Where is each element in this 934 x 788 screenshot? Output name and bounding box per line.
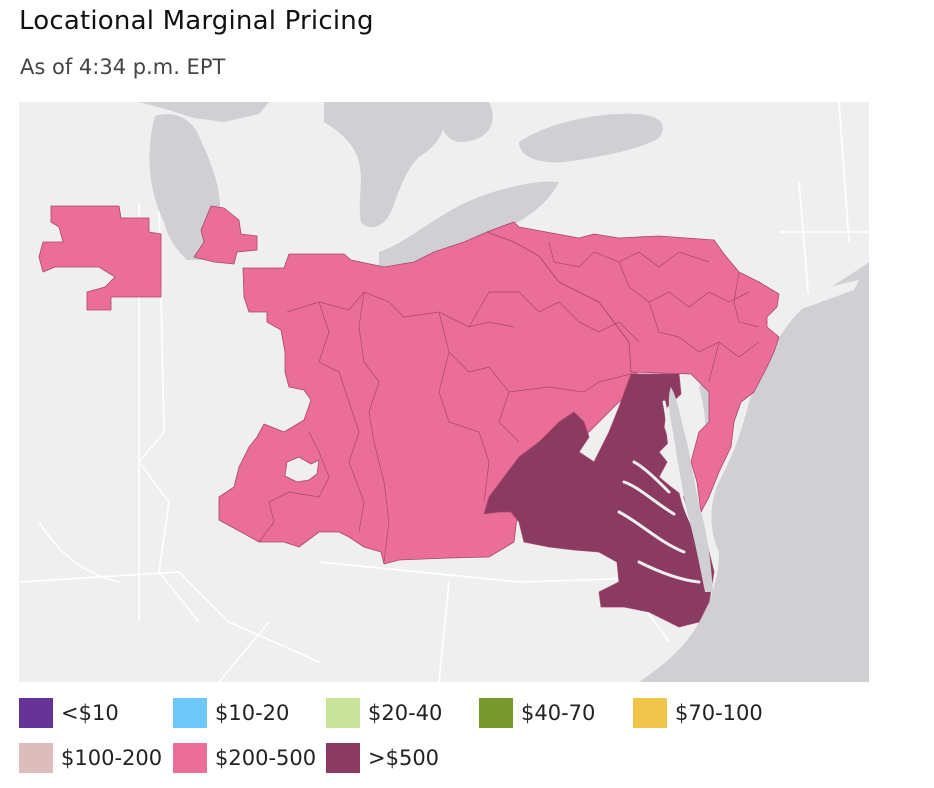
legend-swatch <box>173 743 207 773</box>
atlantic-ocean <box>639 262 869 682</box>
legend-label: $200-500 <box>215 746 317 770</box>
legend-label: $100-200 <box>61 746 163 770</box>
region-virginia-maryland[interactable] <box>483 373 715 628</box>
long-island <box>789 280 859 312</box>
region-northern-indiana[interactable] <box>193 205 258 265</box>
region-gap-cincinnati <box>284 456 320 483</box>
legend-label: $10-20 <box>215 701 290 725</box>
zone-boundaries <box>258 241 760 563</box>
legend-swatch <box>326 698 360 728</box>
legend-item-200-500[interactable]: $200-500 <box>173 743 316 773</box>
price-legend: <$10 $10-20 $20-40 $40-70 $70-100 $100-2… <box>19 698 919 778</box>
legend-swatch <box>19 698 53 728</box>
lake-huron <box>324 102 444 228</box>
legend-swatch <box>479 698 513 728</box>
legend-label: $20-40 <box>368 701 443 725</box>
timestamp-subtitle: As of 4:34 p.m. EPT <box>20 55 226 79</box>
legend-item-40-70[interactable]: $40-70 <box>479 698 595 728</box>
lake-superior <box>139 102 269 122</box>
chesapeake-bay <box>668 387 713 592</box>
lake-ontario <box>519 113 663 163</box>
lake-michigan <box>149 114 221 260</box>
lake-erie <box>379 181 559 272</box>
legend-label: <$10 <box>61 701 119 725</box>
legend-swatch <box>326 743 360 773</box>
state-borders <box>19 102 869 682</box>
legend-swatch <box>19 743 53 773</box>
lmp-map[interactable] <box>19 102 869 682</box>
legend-item-100-200[interactable]: $100-200 <box>19 743 162 773</box>
region-northern-illinois[interactable] <box>38 205 162 311</box>
legend-item-under-10[interactable]: <$10 <box>19 698 119 728</box>
page-title: Locational Marginal Pricing <box>19 6 374 36</box>
legend-swatch <box>173 698 207 728</box>
map-canvas <box>19 102 869 682</box>
legend-label: >$500 <box>368 746 440 770</box>
legend-label: $70-100 <box>675 701 763 725</box>
legend-swatch <box>633 698 667 728</box>
chesapeake-rivers <box>617 400 711 584</box>
legend-item-10-20[interactable]: $10-20 <box>173 698 289 728</box>
georgian-bay <box>438 102 493 142</box>
legend-item-over-500[interactable]: >$500 <box>326 743 439 773</box>
legend-label: $40-70 <box>521 701 596 725</box>
legend-item-70-100[interactable]: $70-100 <box>633 698 763 728</box>
legend-item-20-40[interactable]: $20-40 <box>326 698 442 728</box>
